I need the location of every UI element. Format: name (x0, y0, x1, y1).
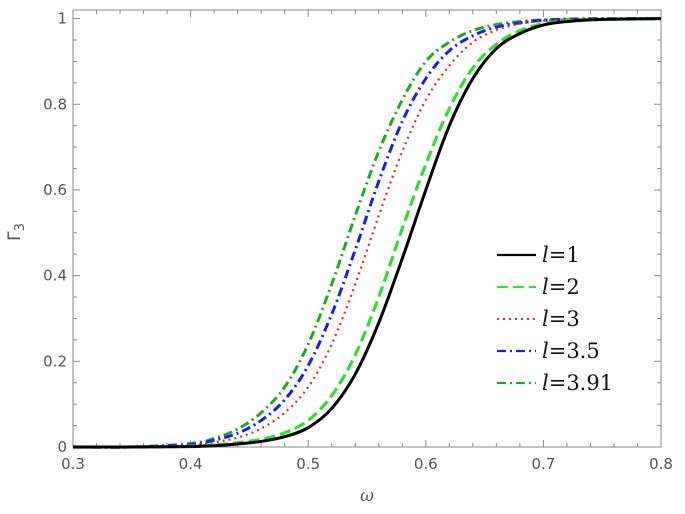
legend-label-value: =3 (549, 307, 580, 331)
y-axis-label-symbol: Γ (5, 231, 25, 241)
series-group (72, 16, 662, 449)
legend-label: l=1 (542, 243, 580, 267)
plot-frame (72, 9, 662, 448)
legend: l=1l=2l=3l=3.5l=3.91 (497, 243, 613, 395)
legend-label-symbol: l (542, 371, 549, 395)
legend-label: l=3 (542, 307, 580, 331)
legend-label-value: =2 (549, 275, 580, 299)
x-tick-label: 0.6 (414, 455, 438, 473)
y-tick-label: 0.4 (43, 267, 67, 285)
series-line-l-3-5 (72, 17, 662, 449)
y-tick-label: 0 (57, 438, 67, 456)
y-tick-label: 0.6 (43, 181, 67, 199)
legend-label-value: =3.5 (549, 339, 600, 363)
x-tick-label: 0.5 (296, 455, 320, 473)
y-tick-label: 0.2 (43, 352, 67, 370)
legend-label-symbol: l (542, 339, 549, 363)
x-tick-label: 0.3 (61, 455, 85, 473)
series-line-l-3 (72, 17, 662, 449)
legend-label-value: =3.91 (549, 371, 613, 395)
tick-labels: 0.3 0.4 0.5 0.6 0.7 0.8 0 0.2 0.4 0.6 0.8 1 (43, 10, 673, 473)
legend-label: l=3.91 (542, 371, 613, 395)
y-axis-label-subscript: 3 (13, 223, 28, 231)
legend-label: l=2 (542, 275, 580, 299)
y-tick-label: 0.8 (43, 95, 67, 113)
legend-label-value: =1 (549, 243, 580, 267)
series-line-l-1 (72, 17, 662, 449)
legend-label-symbol: l (542, 307, 549, 331)
legend-label: l=3.5 (542, 339, 600, 363)
x-tick-label: 0.4 (179, 455, 203, 473)
y-axis-label: Γ3 (5, 223, 28, 241)
legend-label-symbol: l (542, 275, 549, 299)
x-axis-label: ω (360, 486, 374, 506)
y-tick-label: 1 (57, 10, 67, 28)
x-tick-label: 0.7 (531, 455, 555, 473)
legend-label-symbol: l (542, 243, 549, 267)
x-tick-label: 0.8 (649, 455, 673, 473)
